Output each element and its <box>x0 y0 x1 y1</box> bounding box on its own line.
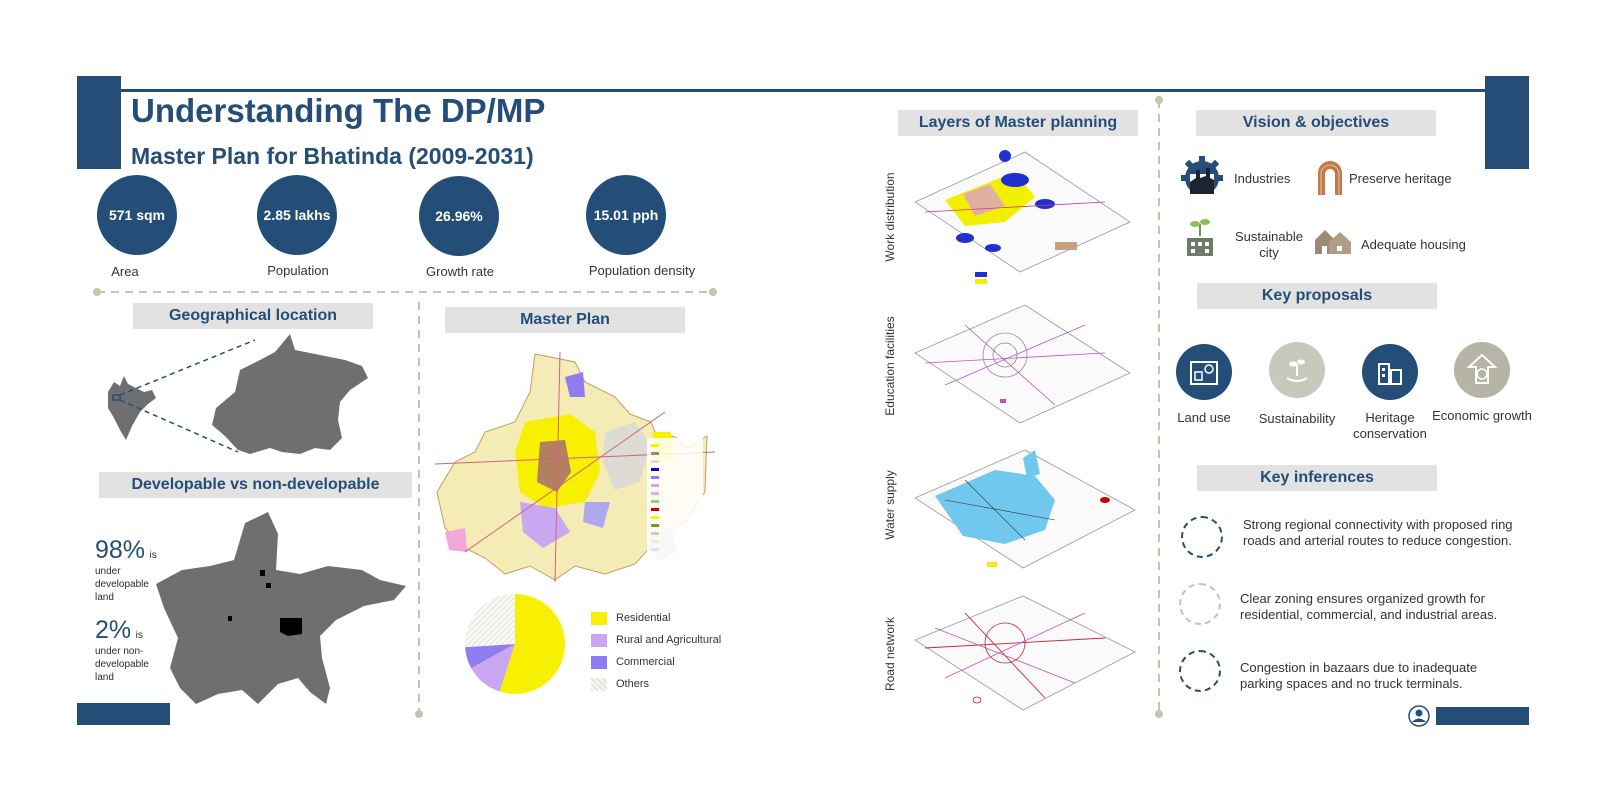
layer-map-road-network <box>914 595 1136 711</box>
inference-ring-2 <box>1179 583 1221 625</box>
inference-text-2: Clear zoning ensures organized growth fo… <box>1240 591 1498 622</box>
inference-ring-1 <box>1181 516 1223 558</box>
stat-density-label: Population density <box>588 263 696 278</box>
sustainability-glyph <box>1286 359 1308 382</box>
stat-population-label: Population <box>267 263 329 278</box>
legend-swatch-rural <box>591 633 607 647</box>
developable-stat-98: 98% is under developable land <box>95 536 175 604</box>
layer-label-road: Road network <box>883 616 897 692</box>
developable-desc: under developable land <box>95 566 149 603</box>
land-use-pie-chart <box>465 594 565 694</box>
layer-label-water: Water supply <box>883 470 897 540</box>
page-subtitle: Master Plan for Bhatinda (2009-2031) <box>131 143 534 169</box>
legend-label: Commercial <box>616 656 675 668</box>
frame-block-top-right <box>1485 76 1529 169</box>
pie-legend: Residential Rural and Agricultural Comme… <box>591 607 721 695</box>
green-building-icon <box>1187 219 1213 256</box>
legend-swatch-commercial <box>591 655 607 669</box>
layers-heading: Layers of Master planning <box>898 110 1138 136</box>
houses-icon <box>1315 230 1351 254</box>
non-developable-desc: under non-developable land <box>95 646 149 683</box>
stat-growth-label: Growth rate <box>426 264 494 279</box>
legend-swatch-residential <box>591 611 607 625</box>
legend-item-rural: Rural and Agricultural <box>591 629 721 651</box>
developable-stat-2: 2% is under non-developable land <box>95 616 175 684</box>
vision-industries-label: Industries <box>1234 171 1291 186</box>
vision-heritage-label: Preserve heritage <box>1349 171 1452 186</box>
developable-suffix: is <box>149 550 157 561</box>
sustainability-icon <box>1269 342 1325 398</box>
legend-swatch-others <box>591 677 607 691</box>
frame-block-top-left <box>77 76 121 169</box>
avatar-icon <box>1408 705 1430 727</box>
master-plan-map-legend <box>651 444 659 551</box>
layer-map-work-distribution <box>914 150 1131 284</box>
economic-growth-icon <box>1454 342 1510 398</box>
arch-icon <box>1318 161 1342 195</box>
land-use-icon <box>1176 344 1232 400</box>
vision-heading: Vision & objectives <box>1196 110 1436 136</box>
layer-map-water-supply <box>914 449 1136 569</box>
land-use-glyph <box>1190 361 1218 385</box>
master-plan-map <box>434 352 716 583</box>
legend-label: Others <box>616 678 650 690</box>
geo-location-map <box>108 334 368 454</box>
developable-heading: Developable vs non-developable <box>99 472 412 498</box>
legend-item-others: Others <box>591 673 721 695</box>
non-developable-suffix: is <box>135 630 143 641</box>
developable-map <box>156 512 406 704</box>
stat-area-circle: 571 sqm <box>97 175 177 255</box>
stat-area-label: Area <box>111 264 139 279</box>
frame-block-bottom-right <box>1436 707 1529 725</box>
stat-density-circle: 15.01 pph <box>586 175 666 255</box>
legend-label: Rural and Agricultural <box>616 634 722 646</box>
proposal-land-use-label: Land use <box>1177 410 1231 425</box>
master-plan-heading: Master Plan <box>445 307 685 333</box>
proposal-sustainability-label: Sustainability <box>1258 411 1336 426</box>
layer-label-work: Work distribution <box>883 172 897 262</box>
vision-housing-label: Adequate housing <box>1361 237 1466 252</box>
frame-line-top <box>121 89 1485 92</box>
layer-map-education <box>914 304 1131 424</box>
inference-ring-3 <box>1179 650 1221 692</box>
economic-glyph <box>1466 353 1498 384</box>
pie-slice-commercial <box>465 644 515 669</box>
inference-text-3: Congestion in bazaars due to inadequate … <box>1240 660 1478 691</box>
factory-gear-icon <box>1181 156 1223 194</box>
inference-text-1: Strong regional connectivity with propos… <box>1243 517 1513 548</box>
heritage-glyph <box>1378 363 1402 385</box>
inferences-heading: Key inferences <box>1197 465 1437 491</box>
legend-label: Residential <box>616 612 671 624</box>
vision-sustainable-label: Sustainable city <box>1235 229 1303 260</box>
proposals-heading: Key proposals <box>1197 283 1437 309</box>
geo-heading: Geographical location <box>133 303 373 329</box>
developable-percent: 98% <box>95 536 146 564</box>
frame-block-bottom-left <box>77 703 170 725</box>
pie-slice-residential <box>499 594 565 694</box>
legend-item-residential: Residential <box>591 607 721 629</box>
pie-slice-rural-and-agricultural <box>471 644 515 692</box>
legend-item-commercial: Commercial <box>591 651 721 673</box>
layer-label-education: Education facilities <box>883 316 897 416</box>
non-developable-percent: 2% <box>95 616 132 644</box>
proposal-heritage-label: Heritage conservation <box>1353 410 1427 441</box>
heritage-conservation-icon <box>1362 344 1418 400</box>
stat-growth-circle: 26.96% <box>419 176 499 256</box>
proposal-economic-label: Economic growth <box>1432 408 1532 423</box>
stat-population-circle: 2.85 lakhs <box>257 175 337 255</box>
page-title: Understanding The DP/MP <box>131 92 546 129</box>
pie-slice-others <box>465 594 515 648</box>
